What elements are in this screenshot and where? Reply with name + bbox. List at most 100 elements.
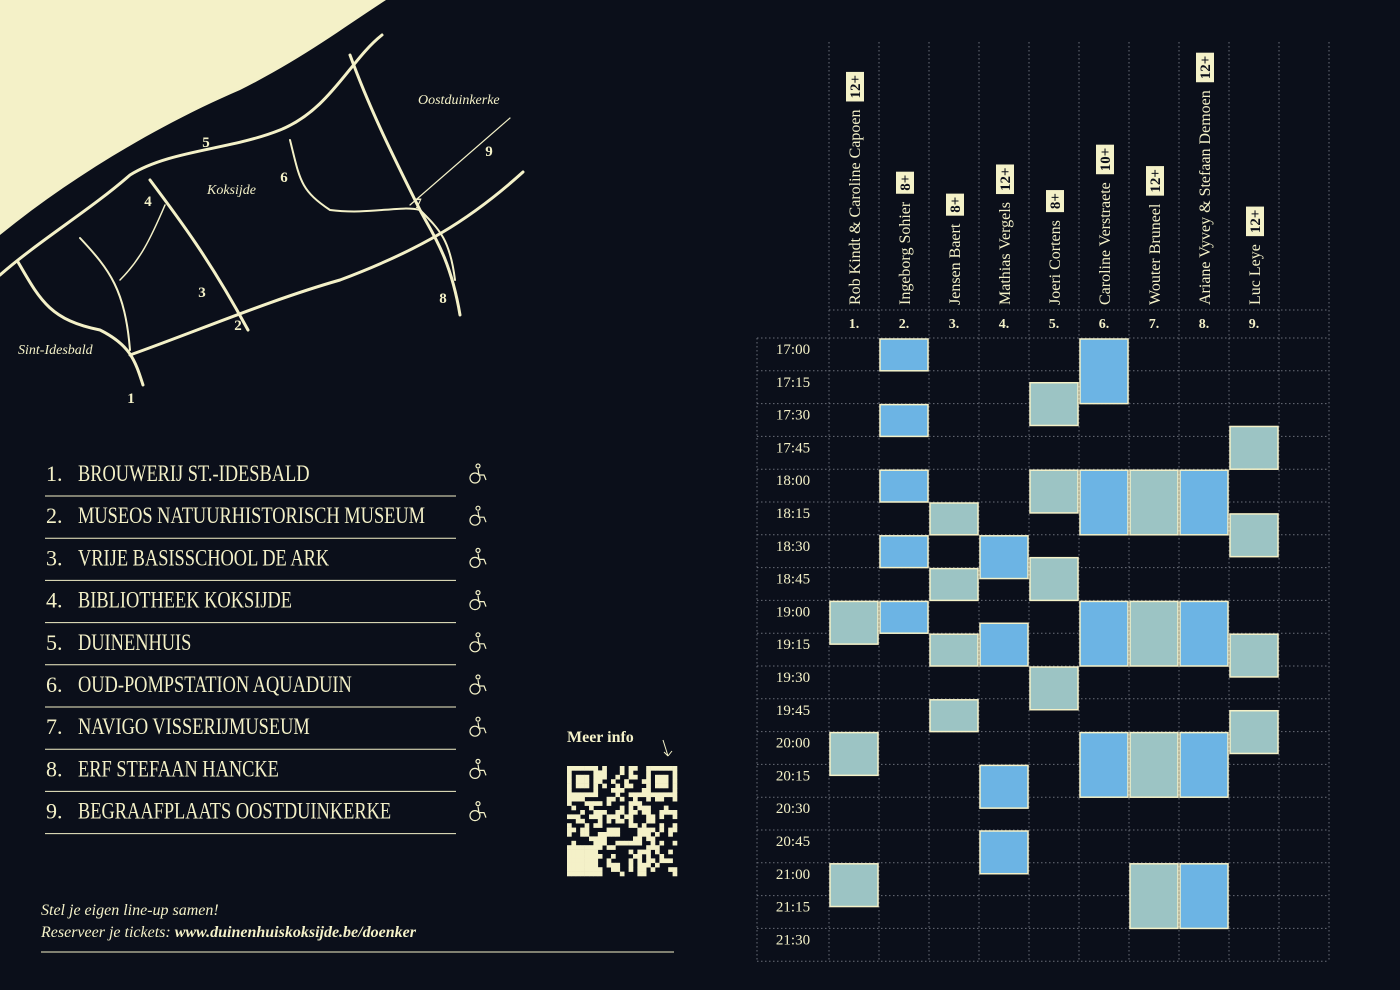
- qr-cell: [589, 862, 594, 868]
- qr-cell: [646, 845, 651, 850]
- age-label: 12+: [1248, 210, 1264, 234]
- session-block: [979, 764, 1029, 809]
- qr-cell: [637, 858, 643, 864]
- map-marker: 2: [234, 318, 242, 334]
- qr-cell: [580, 766, 585, 771]
- qr-cell: [641, 871, 647, 877]
- qr-cell: [567, 801, 572, 806]
- qr-cell: [567, 854, 572, 859]
- session-block: [1079, 469, 1129, 536]
- qr-cell: [628, 766, 634, 771]
- qr-cell: [650, 858, 656, 864]
- session-block: [979, 622, 1029, 667]
- wheelchair-icon: [469, 505, 487, 526]
- wheelchair-icon: [469, 547, 487, 569]
- artist-name: Ingeborg Sohier: [897, 201, 914, 305]
- qr-cell: [606, 801, 612, 806]
- location-number: 9.: [46, 799, 63, 824]
- age-badge-bg: [1246, 206, 1264, 237]
- qr-cell: [571, 796, 577, 802]
- qr-cell: [602, 766, 607, 771]
- location-name: DUINENHUIS: [78, 629, 191, 656]
- qr-cell: [597, 810, 603, 815]
- qr-cell: [567, 779, 572, 784]
- time-label: 19:45: [776, 703, 810, 719]
- artist-number: 4.: [999, 317, 1010, 332]
- qr-cell: [619, 840, 625, 846]
- qr-cell: [633, 796, 638, 802]
- qr-cell: [650, 836, 656, 842]
- qr-cell: [668, 858, 673, 864]
- qr-cell: [624, 814, 629, 820]
- qr-cell: [641, 788, 647, 793]
- qr-cell: [580, 867, 585, 872]
- location-name: BROUWERIJ ST.-IDESBALD: [78, 460, 310, 487]
- qr-cell: [668, 766, 673, 771]
- age-badge-bg: [996, 164, 1014, 195]
- qr-cell: [663, 805, 669, 811]
- qr-cell: [580, 818, 585, 824]
- qr-cell: [633, 823, 638, 828]
- qr-cell: [672, 796, 678, 802]
- qr-cell: [646, 774, 651, 780]
- session-block: [979, 830, 1029, 875]
- qr-cell: [668, 867, 673, 872]
- wheelchair-icon: [469, 758, 487, 780]
- footer-url[interactable]: www.duinenhuiskoksijde.be/doenker: [175, 924, 417, 941]
- qr-cell: [597, 779, 603, 784]
- qr-cell: [567, 774, 572, 780]
- qr-cell: [567, 845, 572, 850]
- qr-cell: [567, 862, 572, 868]
- qr-cell: [646, 849, 651, 855]
- session-block: [929, 633, 979, 667]
- age-label: 8+: [1048, 193, 1064, 209]
- qr-cell: [659, 779, 665, 784]
- qr-cell: [589, 867, 594, 872]
- qr-cell: [567, 832, 572, 837]
- qr-cell: [628, 770, 634, 776]
- qr-cell: [597, 845, 603, 850]
- map-marker: 7: [414, 196, 422, 212]
- age-badge: 12+: [1246, 206, 1264, 237]
- qr-cell: [646, 862, 651, 868]
- qr-cell: [571, 858, 577, 864]
- age-badge-bg: [946, 193, 964, 216]
- session-block: [879, 338, 929, 372]
- qr-cell: [575, 818, 581, 824]
- age-label: 8+: [948, 197, 964, 213]
- qr-cell: [637, 832, 643, 837]
- qr-cell: [575, 867, 581, 872]
- location-number: 1.: [46, 461, 63, 486]
- qr-cell: [606, 845, 612, 850]
- qr-cell: [575, 796, 581, 802]
- qr-cell: [593, 867, 599, 872]
- qr-cell: [672, 827, 678, 833]
- qr-cell: [641, 849, 647, 855]
- qr-cell: [597, 823, 603, 828]
- qr-cell: [567, 814, 572, 820]
- qr-cell: [611, 832, 616, 837]
- qr-cell: [659, 823, 665, 828]
- map: [0, 0, 525, 387]
- qr-cell: [637, 827, 643, 833]
- qr-cell: [633, 774, 638, 780]
- qr-cell: [589, 854, 594, 859]
- qr-cell: [597, 770, 603, 776]
- session-block: [1179, 863, 1229, 930]
- session-block: [979, 535, 1029, 580]
- qr-cell: [646, 814, 651, 820]
- session-block: [1029, 666, 1079, 711]
- qr-cell: [672, 779, 678, 784]
- qr-cell: [584, 854, 590, 859]
- qr-cell: [672, 840, 678, 846]
- qr-cell: [628, 814, 634, 820]
- qr-cell: [646, 796, 651, 802]
- session-block: [829, 863, 879, 908]
- qr-cell: [655, 862, 660, 868]
- qr-cell: [567, 867, 572, 872]
- qr-cell: [593, 849, 599, 855]
- session-block: [1129, 600, 1179, 667]
- qr-cell: [628, 818, 634, 824]
- qr-cell: [593, 840, 599, 846]
